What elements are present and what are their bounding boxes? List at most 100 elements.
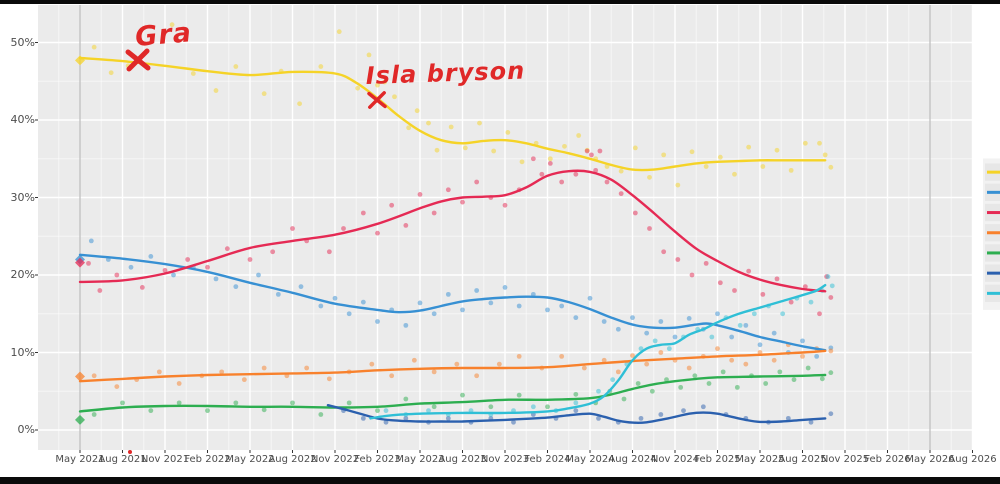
orange-poll-dot — [771, 357, 777, 363]
dark-blue-poll-dot — [573, 408, 579, 414]
sky-blue-poll-dot — [601, 319, 607, 324]
sky-blue-poll-dot — [318, 303, 324, 309]
orange-poll-dot — [431, 369, 437, 375]
yellow-poll-dot — [462, 145, 468, 151]
sky-blue-poll-dot — [715, 311, 720, 317]
x-axis-tick-label: May 2023 — [395, 454, 445, 465]
orange-poll-dot — [686, 365, 692, 371]
orange-poll-dot — [800, 353, 805, 359]
cyan-poll-dot — [530, 404, 536, 410]
green-poll-dot — [545, 404, 550, 410]
green-poll-dot — [346, 400, 352, 406]
sky-blue-poll-dot — [171, 272, 176, 278]
sky-blue-poll-dot — [332, 295, 338, 301]
cyan-poll-dot — [573, 400, 579, 406]
yellow-poll-dot — [318, 64, 324, 69]
yellow-poll-dot — [505, 130, 511, 135]
crimson-poll-dot — [162, 267, 168, 273]
x-axis-tick-label: Aug 2022 — [268, 454, 317, 465]
green-poll-dot — [692, 373, 698, 379]
dark-blue-poll-dot — [785, 415, 791, 421]
orange-poll-dot — [496, 361, 502, 367]
sky-blue-poll-dot — [630, 315, 635, 321]
sky-blue-poll-dot — [431, 311, 437, 317]
x-axis-tick-label: May 2022 — [225, 454, 275, 465]
dark-blue-poll-dot — [700, 404, 706, 410]
crimson-poll-dot — [185, 257, 191, 262]
crimson-poll-dot — [802, 284, 808, 290]
green-poll-dot — [488, 404, 494, 410]
crimson-poll-dot — [589, 152, 594, 158]
sky-blue-poll-dot — [729, 334, 735, 340]
sky-blue-poll-dot — [743, 322, 749, 328]
sky-blue-poll-dot — [516, 303, 522, 309]
cyan-poll-dot — [780, 311, 786, 317]
crimson-poll-dot — [326, 249, 332, 255]
orange-poll-dot — [715, 346, 720, 352]
orange-poll-dot — [474, 373, 480, 379]
orange-poll-dot — [559, 353, 565, 359]
x-axis-tick-label: Feb 2022 — [184, 454, 231, 465]
dark-blue-poll-dot — [360, 415, 366, 421]
sky-blue-poll-dot — [275, 291, 281, 297]
yellow-poll-dot — [519, 159, 525, 165]
dark-blue-poll-dot — [511, 419, 516, 425]
crimson-poll-dot — [618, 191, 624, 197]
green-poll-dot — [706, 381, 712, 386]
orange-poll-dot — [369, 361, 375, 367]
dark-blue-trend-line — [326, 404, 827, 425]
x-axis-tick-label: Feb 2026 — [864, 454, 911, 465]
yellow-poll-dot — [426, 120, 431, 126]
dark-blue-poll-dot — [445, 415, 451, 421]
dark-blue-poll-dot — [681, 408, 686, 414]
yellow-poll-dot — [491, 148, 497, 154]
cyan-poll-dot — [666, 346, 672, 352]
crimson-poll-dot — [774, 276, 780, 282]
crimson-poll-dot — [389, 202, 395, 208]
sky-blue-poll-dot — [445, 291, 451, 297]
x-axis-tick-label: Nov 2022 — [310, 454, 360, 465]
yellow-poll-dot — [392, 94, 397, 100]
crimson-poll-dot — [539, 171, 545, 177]
y-axis-tick-label: 20% — [10, 268, 35, 281]
sky-blue-poll-dot — [256, 272, 261, 278]
yellow-poll-dot — [547, 156, 553, 162]
annotation-x-mark — [368, 91, 386, 109]
crimson-poll-dot — [675, 257, 681, 262]
green-poll-dot — [261, 407, 267, 413]
x-axis-tick-label: Aug 2023 — [438, 454, 487, 465]
sky-blue-poll-dot — [213, 276, 219, 282]
x-axis-tick-label: May 2025 — [735, 454, 785, 465]
dark-blue-poll-dot — [638, 415, 644, 421]
y-axis-tick-label: 10% — [10, 345, 35, 359]
crimson-poll-dot — [732, 288, 737, 293]
crimson-poll-dot — [445, 187, 451, 193]
green-poll-dot — [516, 392, 522, 398]
crimson-poll-dot — [828, 295, 834, 300]
orange-poll-dot — [91, 373, 97, 379]
crimson-poll-dot — [559, 179, 565, 185]
green-poll-dot — [621, 396, 627, 402]
green-poll-dot — [649, 388, 655, 394]
cyan-poll-dot — [610, 377, 616, 383]
yellow-poll-dot — [414, 108, 420, 114]
sky-blue-poll-dot — [403, 322, 409, 328]
crimson-poll-dot — [97, 288, 103, 293]
yellow-poll-dot — [190, 71, 196, 76]
sky-blue-trend-line — [78, 253, 827, 352]
green-election-diamond — [75, 414, 85, 425]
orange-trend-line — [78, 349, 827, 383]
crimson-poll-dot — [703, 260, 709, 266]
orange-poll-dot — [615, 369, 621, 375]
green-poll-dot — [91, 412, 97, 417]
green-poll-dot — [290, 400, 295, 406]
green-poll-dot — [819, 376, 825, 382]
yellow-poll-dot — [774, 147, 780, 153]
green-poll-dot — [460, 392, 465, 398]
green-poll-dot — [828, 370, 834, 376]
green-poll-dot — [120, 400, 125, 406]
crimson-poll-dot — [139, 285, 145, 290]
x-axis-tick-label: Nov 2024 — [650, 454, 700, 465]
orange-poll-dot — [581, 365, 587, 371]
